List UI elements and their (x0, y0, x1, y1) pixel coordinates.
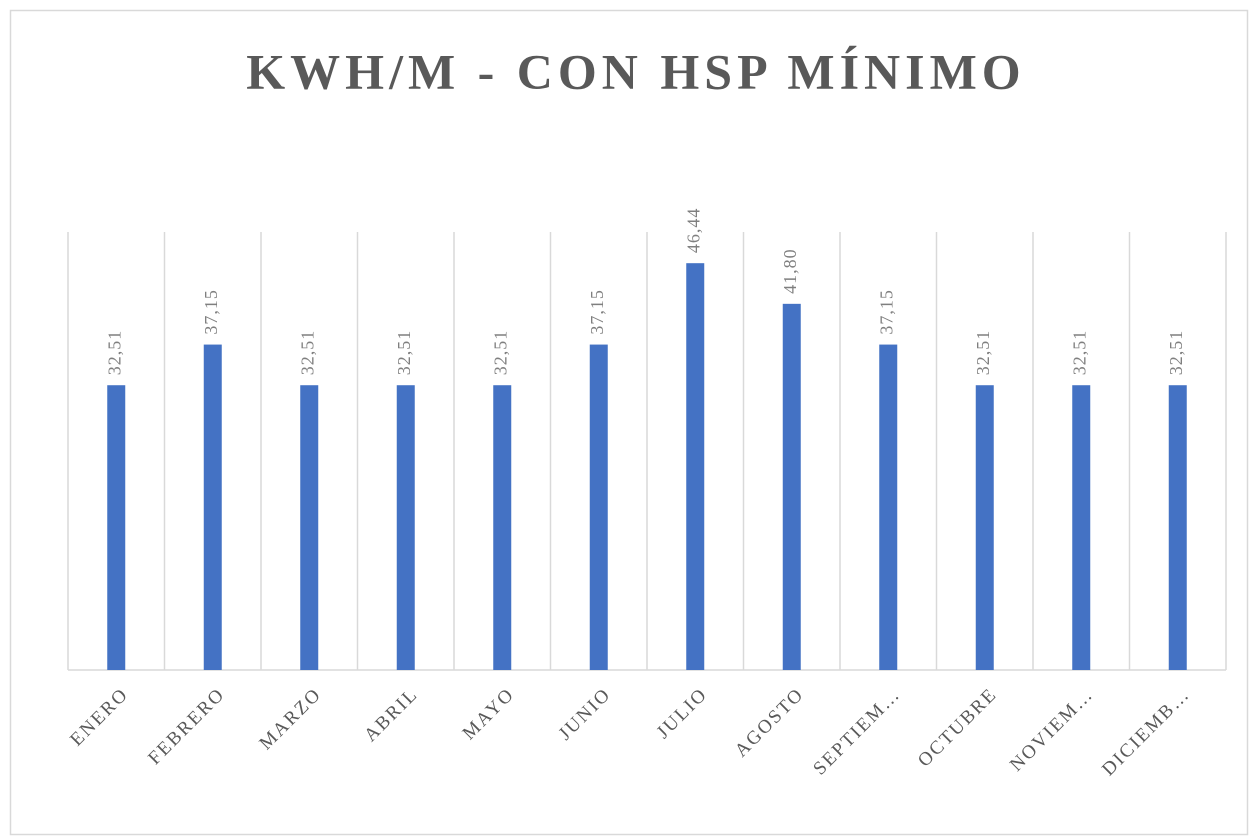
data-label: 41,80 (780, 248, 800, 294)
data-label: 32,51 (104, 330, 124, 376)
data-label: 32,51 (973, 330, 993, 376)
data-label: 37,15 (876, 289, 896, 335)
bar (686, 263, 705, 670)
data-label: 32,51 (1166, 330, 1186, 376)
data-label: 32,51 (297, 330, 317, 376)
bar (203, 344, 222, 670)
data-label: 32,51 (1069, 330, 1089, 376)
bar (1072, 385, 1091, 670)
bar (300, 385, 319, 670)
chart-title: KWH/M - CON HSP MÍNIMO (246, 43, 1025, 99)
data-label: 46,44 (683, 208, 703, 254)
data-label: 37,15 (587, 289, 607, 335)
bar (493, 385, 512, 670)
bar (107, 385, 126, 670)
data-label: 32,51 (490, 330, 510, 376)
bar (975, 385, 994, 670)
data-label: 37,15 (201, 289, 221, 335)
bar (879, 344, 898, 670)
bar (1168, 385, 1187, 670)
bar (589, 344, 608, 670)
data-label: 32,51 (394, 330, 414, 376)
bar (782, 303, 801, 670)
bar (396, 385, 415, 670)
